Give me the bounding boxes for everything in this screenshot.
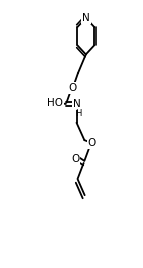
Text: H: H xyxy=(75,109,82,118)
Text: N: N xyxy=(73,99,80,109)
Text: O: O xyxy=(68,83,76,93)
Text: O: O xyxy=(71,154,80,164)
Text: O: O xyxy=(87,138,96,148)
Text: N: N xyxy=(82,13,90,23)
Text: HO: HO xyxy=(47,98,63,108)
